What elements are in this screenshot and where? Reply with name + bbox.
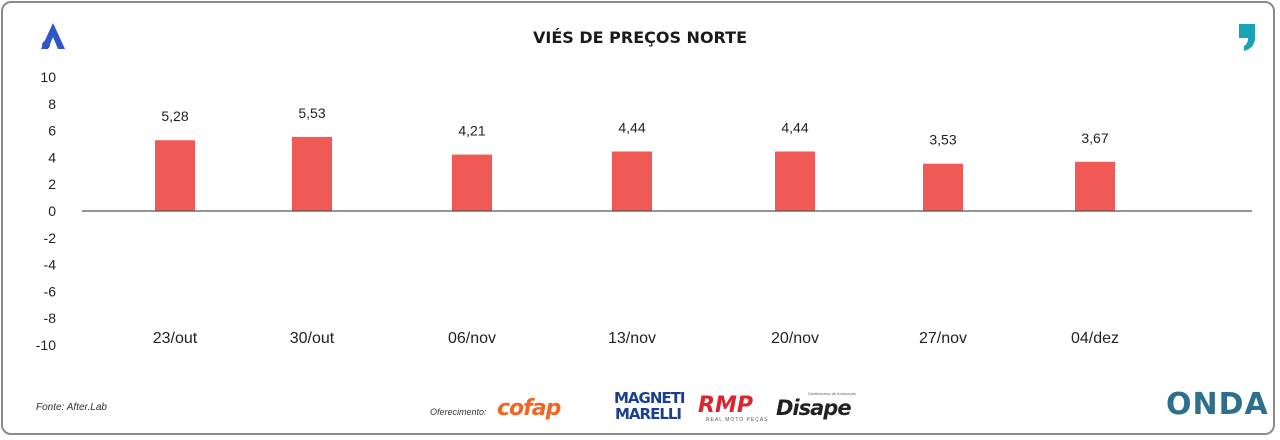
x-tick-label: 13/nov	[608, 330, 656, 347]
y-tick-label: 10	[40, 69, 56, 85]
disape-logo: Disape	[776, 396, 852, 420]
bar-series	[155, 136, 1115, 211]
x-tick-label: 30/out	[290, 330, 335, 347]
quote-mark-icon	[1239, 24, 1255, 51]
value-label: 3,53	[929, 132, 956, 148]
y-tick-label: 8	[48, 96, 56, 112]
x-tick-label: 20/nov	[771, 330, 819, 347]
value-label: 4,44	[781, 120, 808, 136]
bar	[612, 151, 652, 211]
x-tick-label: 04/dez	[1071, 330, 1119, 347]
sponsor-label: Oferecimento:	[430, 407, 487, 417]
magneti-marelli-logo: MAGNETI MARELLI	[614, 389, 685, 423]
bar	[155, 140, 195, 211]
rmp-logo: RMP	[698, 393, 753, 418]
disape-logo-subtitle: Distribuidora de Autopeças	[808, 391, 856, 396]
value-label: 4,21	[458, 123, 485, 139]
value-label: 5,28	[161, 108, 188, 124]
source-note: Fonte: After.Lab	[36, 402, 107, 413]
rmp-logo-subtitle: REAL MOTO PEÇAS	[706, 417, 769, 423]
onda-logo: ONDA	[1166, 387, 1269, 422]
chart-title: VIÉS DE PREÇOS NORTE	[533, 28, 747, 47]
value-label: 3,67	[1081, 130, 1108, 146]
x-tick-label: 23/out	[153, 330, 198, 347]
y-tick-label: 6	[48, 123, 56, 139]
value-label: 4,44	[618, 120, 645, 136]
bar	[923, 163, 963, 211]
cofap-logo: cofap	[497, 396, 561, 421]
x-tick-label: 27/nov	[919, 330, 967, 347]
y-axis-ticks: 10 8 6 4 2 0 -2 -4 -6 -8 -10	[36, 69, 56, 353]
value-labels: 5,28 5,53 4,21 4,44 4,44 3,53 3,67	[161, 105, 1108, 148]
bar	[292, 136, 332, 211]
y-tick-label: 2	[48, 176, 56, 192]
x-axis-labels: 23/out 30/out 06/nov 13/nov 20/nov 27/nov 04/d…	[153, 330, 1119, 347]
y-tick-label: -2	[44, 230, 57, 246]
y-tick-label: 0	[48, 203, 56, 219]
bar	[1075, 161, 1115, 211]
bar	[775, 151, 815, 211]
y-tick-label: -8	[44, 310, 57, 326]
y-tick-label: -4	[44, 257, 57, 273]
bar	[452, 154, 492, 211]
afterlab-logo-icon	[41, 23, 65, 49]
y-tick-label: 4	[48, 149, 56, 165]
y-tick-label: -10	[36, 337, 56, 353]
value-label: 5,53	[298, 105, 325, 121]
y-tick-label: -6	[44, 283, 57, 299]
x-tick-label: 06/nov	[448, 330, 496, 347]
